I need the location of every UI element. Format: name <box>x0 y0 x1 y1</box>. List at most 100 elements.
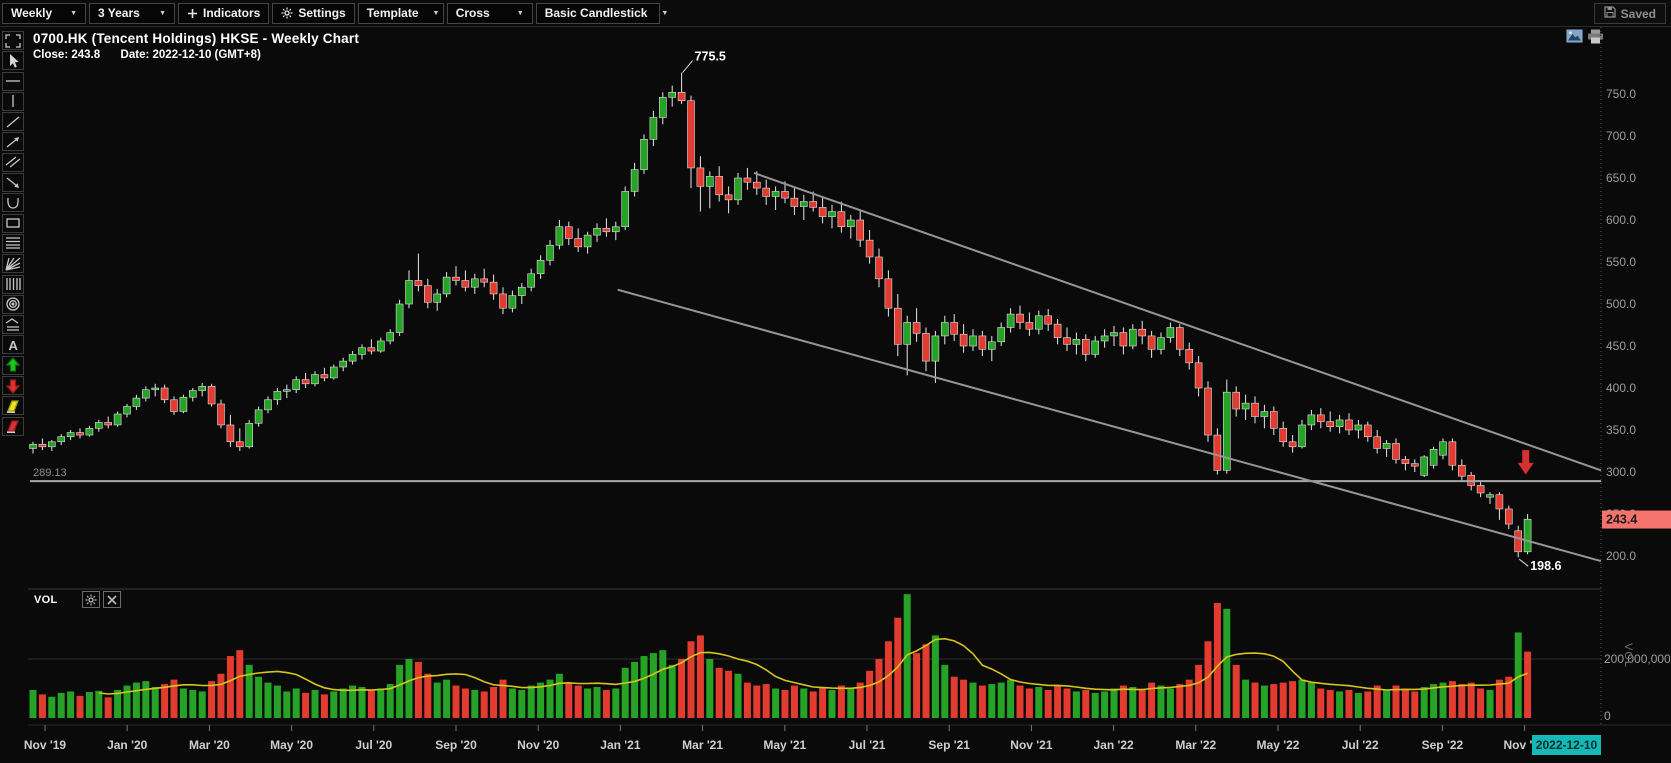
volume-settings-gear-icon[interactable] <box>81 591 100 608</box>
svg-text:Jan '20: Jan '20 <box>107 738 148 752</box>
cursor-mode-label: Cross <box>455 6 490 20</box>
svg-text:May '20: May '20 <box>270 738 313 752</box>
tool-arrow-line-down[interactable] <box>2 173 24 193</box>
volume-panel-header: VOL <box>34 591 124 608</box>
drawing-toolbar: A <box>2 31 26 437</box>
cursor-mode-dropdown[interactable]: Cross ▼ <box>446 2 533 24</box>
svg-text:450.0: 450.0 <box>1606 339 1636 353</box>
tool-parallel-channel[interactable] <box>2 152 24 172</box>
chevron-down-icon: ▼ <box>432 9 440 17</box>
close-value: 243.8 <box>71 49 101 61</box>
tool-fib-circles[interactable] <box>2 294 24 314</box>
svg-text:Nov '21: Nov '21 <box>1010 738 1053 752</box>
print-icon[interactable] <box>1587 29 1604 44</box>
save-icon <box>1604 6 1616 21</box>
pitchfork-icon <box>5 317 19 331</box>
chevron-down-icon: ▼ <box>516 9 524 17</box>
tool-fib-time-zones[interactable] <box>2 274 24 294</box>
tool-vertical-line[interactable] <box>2 91 24 111</box>
fib-time-zones-icon <box>6 278 21 291</box>
template-dropdown[interactable]: Template ▼ <box>357 2 444 24</box>
svg-text:Jul '21: Jul '21 <box>849 738 886 752</box>
tool-arrow-line-up[interactable] <box>2 132 24 152</box>
tool-arc[interactable] <box>2 193 24 213</box>
svg-text:500.0: 500.0 <box>1606 297 1636 311</box>
highlighter-yellow-icon <box>7 400 19 413</box>
svg-text:350.0: 350.0 <box>1606 423 1636 437</box>
trend-line-icon <box>6 116 20 128</box>
arrow-line-down-icon <box>6 177 19 188</box>
svg-text:Mar '22: Mar '22 <box>1175 738 1216 752</box>
svg-text:600.0: 600.0 <box>1606 213 1636 227</box>
tool-expand[interactable] <box>2 31 24 50</box>
svg-text:243.4: 243.4 <box>1606 513 1637 527</box>
svg-text:Nov '20: Nov '20 <box>517 738 560 752</box>
chart-header: 0700.HK (Tencent Holdings) HKSE - Weekly… <box>33 31 359 61</box>
saved-button[interactable]: Saved <box>1593 3 1666 24</box>
indicators-button[interactable]: Indicators <box>178 2 270 24</box>
svg-text:Mar '21: Mar '21 <box>682 738 723 752</box>
tool-text[interactable]: A <box>2 335 24 355</box>
marker-arrow-down-icon <box>5 378 21 394</box>
svg-text:400.0: 400.0 <box>1606 381 1636 395</box>
expand-icon <box>5 33 21 48</box>
tool-highlighter-red[interactable] <box>2 416 24 436</box>
text-icon: A <box>9 338 19 353</box>
svg-text:Jan '21: Jan '21 <box>600 738 641 752</box>
date-value: 2022-12-10 (GMT+8) <box>152 49 261 61</box>
settings-label: Settings <box>298 6 346 20</box>
gann-fan-icon <box>5 257 21 271</box>
volume-close-icon[interactable] <box>102 591 121 608</box>
highlighter-red-icon <box>7 420 19 433</box>
tool-marker-arrow-down[interactable] <box>2 376 24 396</box>
tool-marker-arrow-up[interactable] <box>2 355 24 375</box>
close-label: Close: <box>33 49 69 61</box>
svg-text:Jul '22: Jul '22 <box>1342 738 1379 752</box>
arc-icon <box>7 197 19 209</box>
svg-text:200.0: 200.0 <box>1606 549 1636 563</box>
snapshot-image-icon[interactable] <box>1566 29 1583 44</box>
svg-text:198.6: 198.6 <box>1530 559 1561 573</box>
svg-text:Jul '20: Jul '20 <box>355 738 392 752</box>
svg-text:0: 0 <box>1604 709 1611 723</box>
vertical-line-icon <box>12 95 14 108</box>
tool-fib-retracement[interactable] <box>2 233 24 253</box>
chart-style-label: Basic Candlestick <box>544 6 648 20</box>
range-label: 3 Years <box>98 6 140 20</box>
tool-pitchfork[interactable] <box>2 315 24 335</box>
svg-text:Sep '22: Sep '22 <box>1422 738 1464 752</box>
svg-text:300.0: 300.0 <box>1606 465 1636 479</box>
plus-icon <box>187 8 198 19</box>
svg-text:289.13: 289.13 <box>33 467 67 479</box>
date-label: Date: <box>120 49 150 61</box>
rectangle-icon <box>6 218 20 228</box>
interval-dropdown[interactable]: Weekly ▼ <box>2 2 86 24</box>
pointer-icon <box>10 53 19 68</box>
indicators-label: Indicators <box>203 6 261 20</box>
settings-button[interactable]: Settings <box>272 2 355 24</box>
svg-text:700.0: 700.0 <box>1606 129 1636 143</box>
tool-pointer[interactable] <box>2 51 24 71</box>
range-dropdown[interactable]: 3 Years ▼ <box>89 2 175 24</box>
svg-text:2022-12-10: 2022-12-10 <box>1536 738 1598 752</box>
saved-label: Saved <box>1620 6 1656 21</box>
tool-gann-fan[interactable] <box>2 254 24 274</box>
horizontal-line-icon <box>6 80 20 82</box>
svg-text:650.0: 650.0 <box>1606 171 1636 185</box>
svg-text:750.0: 750.0 <box>1606 87 1636 101</box>
svg-text:775.5: 775.5 <box>695 50 726 64</box>
marker-arrow-up-icon <box>5 357 21 372</box>
template-label: Template <box>366 6 419 20</box>
tool-highlighter-yellow[interactable] <box>2 396 24 416</box>
chart-style-dropdown[interactable]: Basic Candlestick ▼ <box>535 2 668 24</box>
chevron-down-icon: ▼ <box>159 9 166 17</box>
chevron-down-icon: ▼ <box>661 9 669 17</box>
interval-label: Weekly <box>11 6 53 20</box>
tool-horizontal-line[interactable] <box>2 71 24 91</box>
tool-rectangle[interactable] <box>2 213 24 233</box>
svg-text:VOL: VOL <box>1622 643 1634 668</box>
tool-trend-line[interactable] <box>2 112 24 132</box>
svg-text:Mar '20: Mar '20 <box>189 738 230 752</box>
